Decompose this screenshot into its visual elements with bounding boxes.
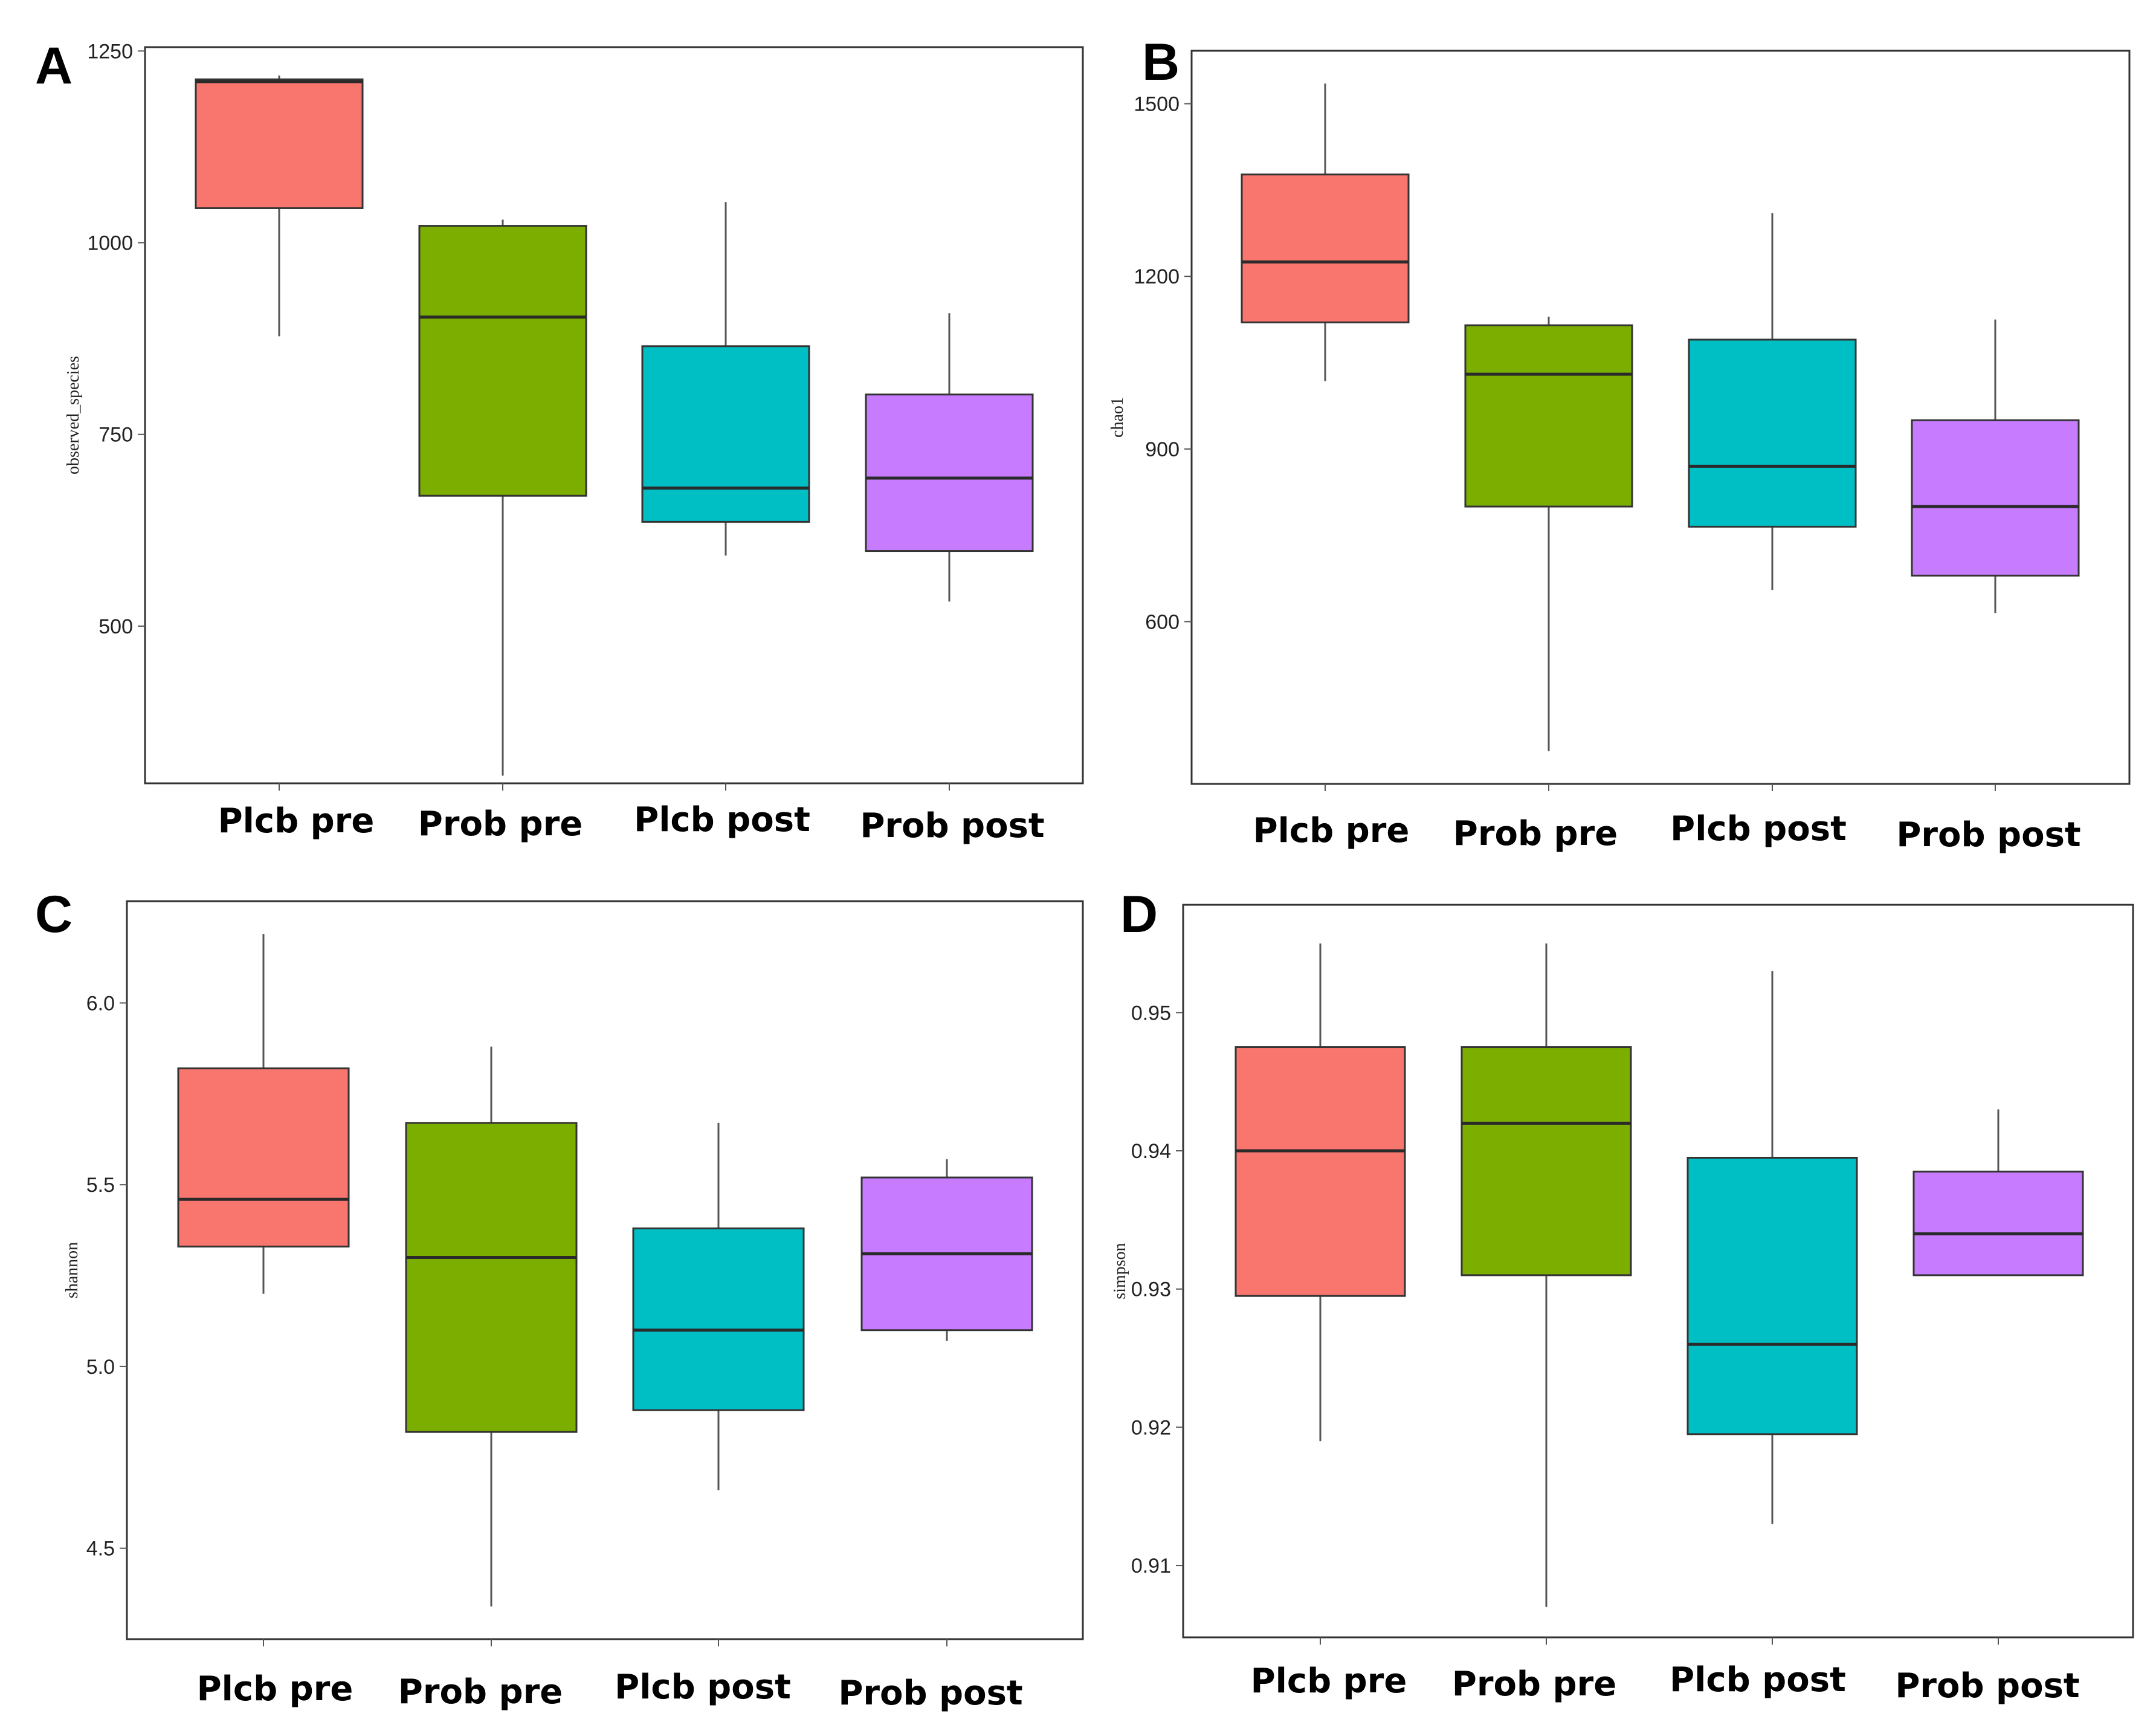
box-iqr — [1464, 324, 1633, 508]
y-tick-label: 0.95 — [1131, 1002, 1171, 1024]
category-label: Plcb pre — [1253, 811, 1410, 850]
box-iqr — [1241, 173, 1410, 323]
panel-a: A 500 750 1000 1250 observed_species Plcb pre P… — [35, 37, 1084, 846]
box-3 — [641, 202, 810, 791]
panel-c: C 4.5 5.0 5.5 6.0 shannon Plcb pre Prob pre Plcb… — [35, 885, 1084, 1713]
box-iqr — [1460, 1046, 1632, 1277]
box-iqr — [418, 225, 587, 497]
box-4 — [865, 313, 1034, 791]
panel-letter: B — [1142, 33, 1180, 91]
plot-frame — [126, 900, 1084, 1640]
y-tick-label: 1500 — [1134, 93, 1180, 116]
y-tick-label: 900 — [1145, 438, 1180, 461]
box-2 — [418, 219, 587, 791]
category-label: Plcb post — [615, 1668, 791, 1707]
y-tick-label: 750 — [98, 424, 133, 447]
box-3 — [632, 1122, 805, 1646]
y-tick-label: 1000 — [87, 232, 133, 255]
box-4 — [1912, 1109, 2084, 1645]
plot-frame — [144, 46, 1084, 785]
y-tick-label: 500 — [98, 615, 133, 638]
box-iqr — [632, 1227, 805, 1411]
y-tick-label: 5.0 — [86, 1356, 115, 1379]
box-iqr — [1911, 419, 2080, 577]
panel-d: D 0.91 0.92 0.93 0.94 0.95 simpson Plcb pre Prob… — [1111, 885, 2134, 1706]
y-tick-label: 0.91 — [1131, 1555, 1171, 1578]
plot-frame — [1182, 904, 2134, 1639]
y-tick-label: 0.92 — [1131, 1416, 1171, 1439]
category-label: Plcb pre — [1251, 1662, 1407, 1701]
y-tick-label: 0.94 — [1131, 1140, 1171, 1163]
category-label: Prob post — [838, 1674, 1022, 1713]
box-3 — [1688, 213, 1857, 791]
panel-letter: A — [35, 37, 73, 95]
y-axis-title: observed_species — [64, 356, 83, 474]
category-label: Plcb post — [634, 800, 810, 840]
category-label: Prob pre — [418, 804, 583, 844]
box-iqr — [1688, 338, 1857, 528]
category-label: Prob post — [860, 806, 1044, 846]
y-tick-label: 600 — [1145, 611, 1180, 634]
box-iqr — [405, 1122, 578, 1433]
box-4 — [1911, 319, 2080, 791]
box-iqr — [641, 345, 810, 523]
box-2 — [405, 1046, 578, 1646]
box-iqr — [865, 393, 1034, 552]
box-1 — [1241, 83, 1410, 791]
box-iqr — [195, 78, 364, 209]
category-label: Prob pre — [1453, 814, 1618, 853]
box-iqr — [1912, 1170, 2084, 1277]
category-label: Prob post — [1895, 1666, 2079, 1706]
box-1 — [1235, 943, 1406, 1645]
y-axis-title: chao1 — [1108, 397, 1127, 438]
box-2 — [1460, 943, 1632, 1645]
panels: A 500 750 1000 1250 observed_species Plcb pre P… — [35, 33, 2134, 1713]
y-tick-label: 4.5 — [86, 1538, 115, 1561]
y-axis-title: shannon — [63, 1242, 82, 1298]
y-tick-label: 1200 — [1134, 265, 1180, 288]
box-4 — [860, 1159, 1033, 1646]
y-axis-title: simpson — [1111, 1243, 1129, 1299]
box-iqr — [1235, 1046, 1406, 1297]
category-label: Plcb pre — [218, 801, 375, 841]
panel-letter: D — [1120, 885, 1158, 943]
y-tick-label: 1250 — [87, 40, 133, 63]
box-iqr — [1686, 1156, 1858, 1435]
box-3 — [1686, 971, 1858, 1645]
category-label: Plcb post — [1670, 1660, 1846, 1700]
category-label: Prob pre — [398, 1672, 563, 1712]
box-2 — [1464, 316, 1633, 791]
category-label: Plcb pre — [197, 1669, 353, 1709]
panel-letter: C — [35, 885, 73, 943]
y-tick-label: 0.93 — [1131, 1278, 1171, 1301]
panel-b: B 600 900 1200 1500 chao1 Plcb pre Prob pre Plcb… — [1108, 33, 2131, 855]
y-tick-label: 6.0 — [86, 992, 115, 1015]
category-label: Plcb post — [1670, 809, 1847, 849]
category-label: Prob pre — [1452, 1665, 1616, 1704]
box-1 — [177, 934, 350, 1646]
box-1 — [195, 75, 364, 791]
category-label: Prob post — [1896, 815, 2080, 855]
y-tick-label: 5.5 — [86, 1174, 115, 1197]
plot-frame — [1190, 50, 2131, 785]
box-iqr — [177, 1067, 350, 1247]
